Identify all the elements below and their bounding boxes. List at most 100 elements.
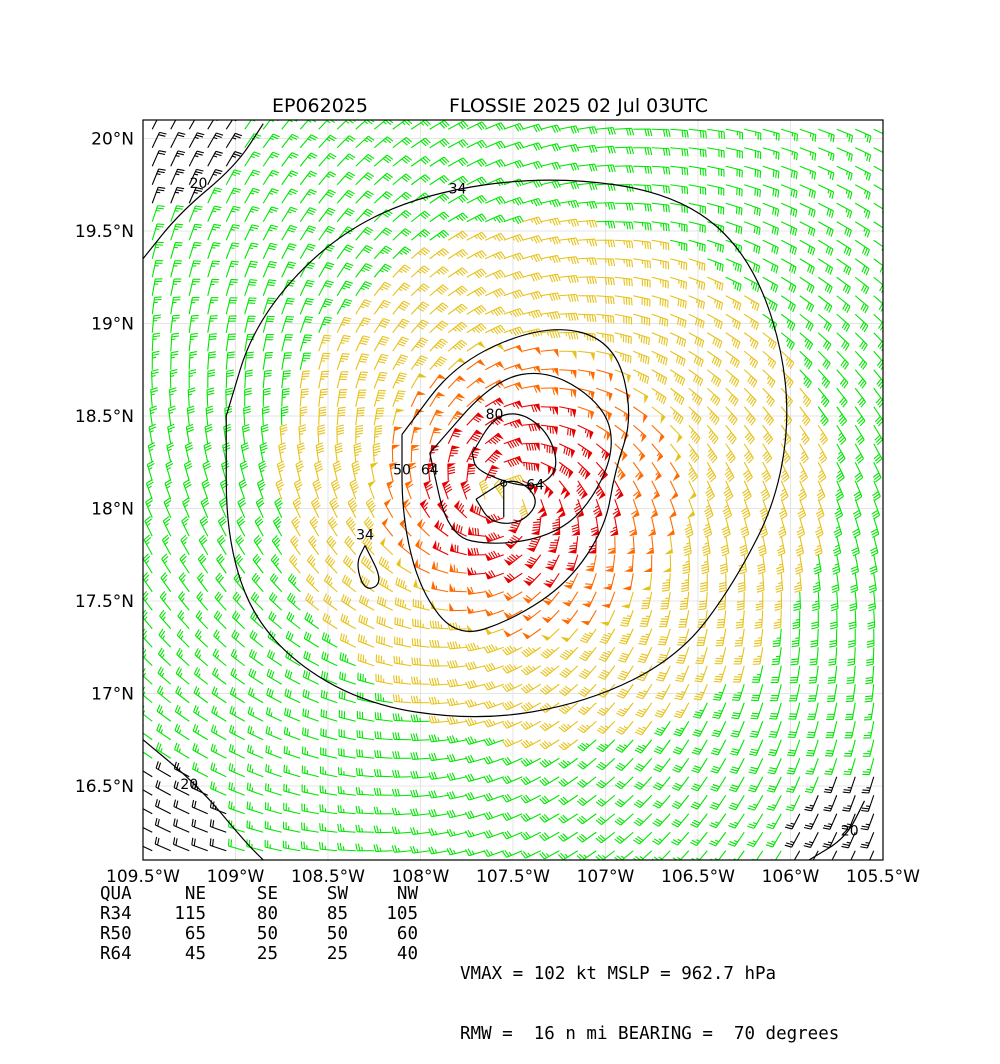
wind-barb — [521, 795, 541, 803]
wind-barb — [707, 129, 724, 139]
wind-barb — [744, 185, 760, 197]
wind-barb — [872, 481, 880, 501]
wind-barb — [689, 296, 705, 310]
y-axis-ticks: 20°N19.5°N19°N18.5°N18°N17.5°N17°N16.5°N — [75, 130, 134, 798]
wind-barb — [247, 820, 263, 832]
wind-barb — [330, 498, 339, 518]
wind-barb — [837, 277, 851, 294]
wind-barb — [137, 799, 152, 814]
wind-barb — [282, 353, 292, 370]
wind-barb — [485, 609, 503, 616]
wind-barb — [164, 498, 171, 518]
wind-barb — [559, 201, 578, 209]
wind-barb — [263, 116, 280, 130]
wind-barb — [212, 687, 226, 703]
wind-barb — [485, 628, 503, 635]
wind-barb — [245, 115, 261, 129]
wind-barb — [559, 481, 570, 499]
wind-barb — [874, 388, 884, 407]
wind-barb — [430, 321, 448, 333]
wind-barb — [374, 390, 386, 406]
wind-barb — [151, 388, 158, 407]
wind-barb — [749, 758, 763, 773]
wind-barb — [376, 655, 393, 666]
wind-barb — [750, 721, 763, 737]
wind-barb — [430, 640, 448, 647]
wind-barb — [235, 554, 245, 573]
wind-barb — [711, 740, 726, 755]
wind-barb — [454, 501, 466, 518]
wind-barb — [653, 795, 670, 808]
wind-barb — [466, 811, 486, 819]
wind-barb — [263, 280, 276, 296]
wind-barb — [432, 582, 449, 592]
wind-barb — [392, 826, 411, 833]
wind-barb — [189, 370, 196, 389]
wind-barb — [152, 279, 162, 296]
wind-barb — [188, 388, 195, 407]
wind-barb — [791, 647, 800, 665]
wind-barb — [267, 688, 282, 703]
wind-barb — [466, 830, 486, 837]
wind-barb — [174, 818, 190, 832]
wind-barb — [146, 498, 153, 518]
wind-barb — [645, 555, 652, 572]
wind-barb — [744, 148, 760, 159]
wind-barb — [521, 684, 540, 693]
wind-barb — [429, 753, 448, 760]
wind-barb — [522, 124, 542, 132]
wind-barb — [633, 166, 651, 173]
wind-barb — [865, 666, 873, 684]
wind-barb — [429, 678, 448, 685]
wind-barb — [855, 166, 870, 181]
wind-barb — [175, 705, 189, 721]
wind-barb — [660, 592, 670, 609]
wind-barb — [217, 554, 227, 573]
wind-barb — [578, 370, 595, 380]
wind-barb — [371, 463, 378, 481]
wind-barb — [339, 710, 356, 721]
wind-barb — [670, 425, 682, 442]
wind-barb — [652, 203, 670, 212]
wind-barb — [689, 129, 707, 138]
wind-barb — [832, 555, 840, 574]
wind-barb — [807, 721, 819, 737]
wind-barb — [521, 832, 541, 840]
wind-barb — [310, 517, 319, 536]
wind-barb — [145, 517, 152, 537]
wind-barb — [559, 182, 578, 190]
wind-barb — [874, 148, 889, 163]
wind-barb — [196, 611, 208, 629]
wind-barb — [837, 148, 853, 162]
wind-barb — [793, 610, 800, 628]
wind-barb — [763, 277, 778, 292]
wind-barb — [559, 257, 578, 264]
wind-barb — [245, 243, 259, 259]
wind-barb — [559, 444, 574, 458]
wind-barb — [282, 116, 299, 129]
wind-barb — [430, 357, 447, 370]
wind-barb — [728, 851, 744, 865]
wind-barb — [847, 647, 855, 665]
wind-barb — [634, 777, 652, 790]
wind-barb — [561, 629, 577, 642]
wind-barb — [652, 129, 670, 137]
wind-barb — [522, 310, 542, 318]
wind-barb — [300, 317, 313, 333]
wind-barb — [263, 243, 277, 258]
wind-barb — [541, 407, 558, 415]
wind-barb — [292, 517, 301, 537]
wind-barb — [259, 461, 267, 481]
wind-barb — [374, 264, 391, 277]
wind-barb — [319, 299, 333, 314]
wind-barb — [380, 538, 392, 555]
wind-barb — [578, 202, 597, 209]
wind-barb — [214, 611, 226, 629]
wind-barb — [615, 222, 633, 230]
wind-barb — [670, 129, 688, 137]
wind-barb — [282, 189, 298, 203]
wind-barb — [429, 809, 448, 817]
wind-barb — [184, 461, 192, 481]
wind-barb — [467, 464, 476, 481]
wind-barb — [744, 296, 759, 311]
